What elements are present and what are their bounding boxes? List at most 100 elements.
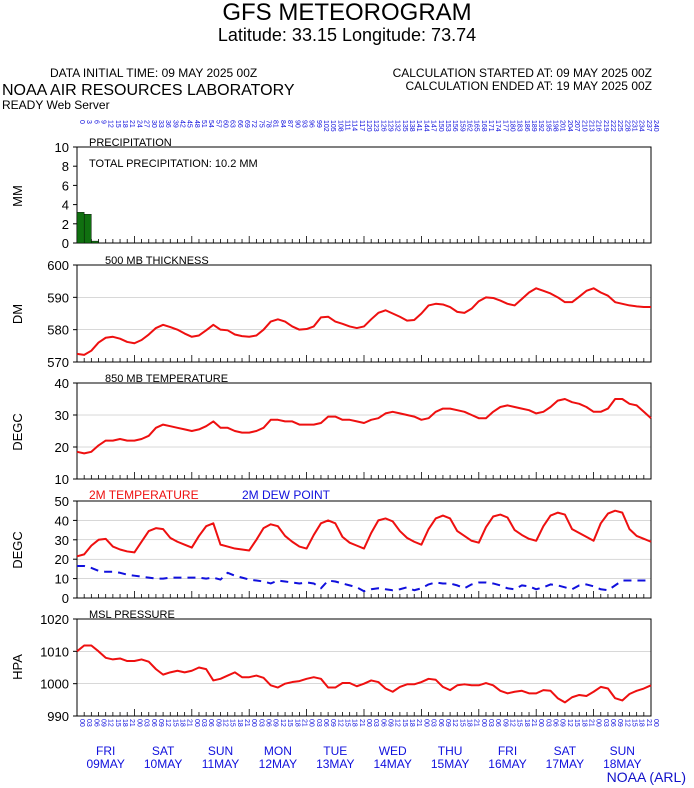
y-tick-label: 4 [62,198,69,213]
temperature-2m-line [76,509,652,558]
utc-hour-label: 21 [473,719,480,727]
utc-hour-label: 15 [573,719,580,727]
utc-hour-label: 12 [336,719,343,727]
y-tick-label: 10 [55,140,69,155]
utc-hour-label: 21 [186,719,193,727]
forecast-hour-label: 45 [186,120,193,128]
utc-hour-label: 15 [458,719,465,727]
forecast-hour-label: 27 [143,120,150,128]
y-tick-label: 0 [62,591,69,606]
forecast-hour-label: 69 [243,120,250,128]
forecast-hour-label: 75 [257,120,264,128]
utc-hour-label: 12 [279,719,286,727]
series-line [76,398,652,455]
forecast-hour-label: 84 [279,120,286,128]
forecast-hour-label: 195 [544,120,551,132]
utc-hour-label: 15 [171,719,178,727]
utc-hour-label: 09 [329,719,336,727]
utc-hour-label: 18 [638,719,645,727]
forecast-hour-label: 3 [85,120,92,124]
forecast-hour-label: 147 [430,120,437,132]
utc-hour-label: 21 [300,719,307,727]
credit-label: NOAA (ARL) [606,769,686,785]
forecast-hour-label: 87 [286,120,293,128]
utc-hour-label: 09 [444,719,451,727]
calc-started: CALCULATION STARTED AT: 09 MAY 2025 00Z [392,66,652,80]
date-label: 17MAY [546,757,584,771]
day-of-week-label: SUN [208,744,233,758]
forecast-hour-label: 162 [465,120,472,132]
utc-hour-label: 06 [150,719,157,727]
utc-hour-label: 15 [114,719,121,727]
y-tick-label: 0 [62,236,69,251]
forecast-hour-label: 201 [559,120,566,132]
forecast-hour-label: 156 [451,120,458,132]
y-axis-label: DEGC [10,531,25,569]
forecast-hour-label: 135 [401,120,408,132]
forecast-hour-label: 207 [573,120,580,132]
forecast-hour-label: 102 [322,120,329,132]
forecast-hour-label: 153 [444,120,451,132]
forecast-hour-label: 213 [587,120,594,132]
precip-bar [83,213,92,244]
precip-total-annotation: TOTAL PRECIPITATION: 10.2 MM [89,158,258,170]
date-label: 14MAY [373,757,411,771]
y-tick-label: 1020 [40,612,69,627]
forecast-hour-label: 171 [487,120,494,132]
forecast-hour-label: 111 [343,120,350,131]
utc-hour-label: 00 [135,719,142,727]
utc-hour-label: 15 [229,719,236,727]
y-tick-label: 40 [55,376,69,391]
legend-2m-dewpoint: 2M DEW POINT [242,488,331,502]
forecast-hour-label: 240 [652,120,659,132]
utc-hour-label: 03 [143,719,150,727]
forecast-hour-label: 51 [200,120,207,128]
forecast-hour-label: 168 [480,120,487,132]
y-tick-label: 2 [62,217,69,232]
utc-hour-label: 09 [272,719,279,727]
y-tick-label: 10 [55,572,69,587]
y-tick-label: 570 [47,355,69,370]
utc-hour-label: 12 [451,719,458,727]
forecast-hour-label: 189 [530,120,537,132]
forecast-hour-label: 132 [394,120,401,132]
forecast-hour-label: 138 [408,120,415,132]
forecast-hour-label: 66 [236,120,243,128]
utc-hour-label: 00 [193,719,200,727]
y-tick-label: 20 [55,552,69,567]
date-label: 15MAY [431,757,469,771]
utc-hour-label: 12 [509,719,516,727]
utc-hour-label: 03 [315,719,322,727]
series-line [76,287,651,356]
utc-hour-label: 09 [501,719,508,727]
utc-hour-label: 06 [92,719,99,727]
utc-hour-label: 06 [379,719,386,727]
utc-hour-label: 00 [652,719,659,727]
y-tick-label: 10 [55,472,69,487]
utc-hour-label: 18 [351,719,358,727]
forecast-hour-label: 9 [100,120,107,124]
date-label: 11MAY [202,757,240,771]
server-name: READY Web Server [2,98,110,112]
calc-ended: CALCULATION ENDED AT: 19 MAY 2025 00Z [405,79,652,93]
utc-hour-label: 00 [480,719,487,727]
utc-hour-label: 00 [365,719,372,727]
forecast-hour-label: 42 [178,120,185,128]
forecast-hour-label: 150 [437,120,444,132]
utc-hour-label: 03 [602,719,609,727]
utc-hour-label: 00 [595,719,602,727]
dewpoint-2m-line [77,564,651,593]
forecast-hour-label: 117 [358,120,365,131]
utc-hour-label: 06 [265,719,272,727]
utc-hour-label: 12 [164,719,171,727]
utc-hour-label: 15 [516,719,523,727]
forecast-hour-label: 159 [458,120,465,132]
forecast-hour-label: 216 [595,120,602,132]
utc-hour-label: 12 [107,719,114,727]
utc-hour-label: 21 [530,719,537,727]
forecast-hour-label: 165 [473,120,480,132]
utc-hour-label: 18 [236,719,243,727]
utc-hour-label: 12 [394,719,401,727]
utc-hour-label: 03 [372,719,379,727]
initial-time: DATA INITIAL TIME: 09 MAY 2025 00Z [50,66,258,80]
